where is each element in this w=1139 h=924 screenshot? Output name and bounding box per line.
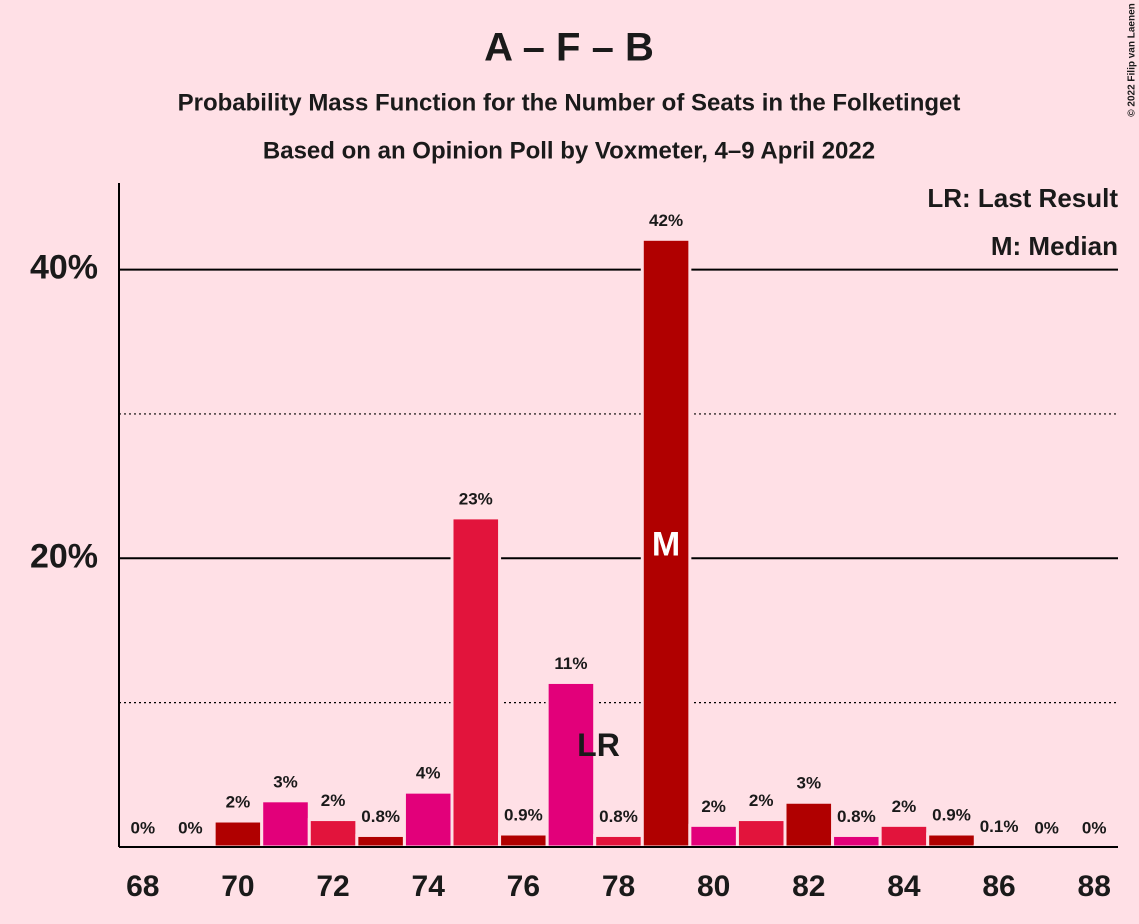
value-label: 2% <box>701 797 726 816</box>
bar <box>498 832 549 849</box>
value-label: 4% <box>416 764 441 783</box>
value-label: 2% <box>749 791 774 810</box>
bar <box>450 516 502 849</box>
x-tick-label: 80 <box>697 870 730 903</box>
x-tick-label: 72 <box>316 870 349 903</box>
value-label: 3% <box>796 774 821 793</box>
bar <box>878 823 930 849</box>
chart-title: A – F – B <box>484 26 654 70</box>
y-tick-label: 20% <box>30 537 98 575</box>
value-label: 0.9% <box>932 805 971 824</box>
bar <box>307 818 359 849</box>
bar <box>783 800 835 849</box>
bar <box>402 790 454 849</box>
bar <box>926 832 977 849</box>
value-label: 0.8% <box>361 807 400 826</box>
value-label: 0% <box>1034 818 1059 837</box>
x-tick-label: 84 <box>887 870 921 903</box>
bar <box>355 833 406 849</box>
value-label: 0.1% <box>980 817 1019 836</box>
value-label: 0.8% <box>837 807 876 826</box>
subtitle: Probability Mass Function for the Number… <box>178 89 961 116</box>
value-label: 0% <box>130 818 155 837</box>
bar <box>212 819 264 849</box>
subtitle: Based on an Opinion Poll by Voxmeter, 4–… <box>263 137 875 164</box>
value-label: 0% <box>1082 818 1107 837</box>
credit: © 2022 Filip van Laenen <box>1127 3 1138 117</box>
value-label: 2% <box>226 793 251 812</box>
value-label: 2% <box>892 797 917 816</box>
bar <box>735 818 787 849</box>
value-label: 11% <box>554 654 587 673</box>
last-result-marker: LR <box>577 727 620 763</box>
value-label: 0% <box>178 818 203 837</box>
x-tick-label: 82 <box>792 870 825 903</box>
value-label: 0.9% <box>504 805 543 824</box>
x-tick-label: 76 <box>507 870 540 903</box>
x-tick-label: 88 <box>1078 870 1111 903</box>
bar <box>831 833 882 849</box>
value-label: 3% <box>273 772 298 791</box>
bar <box>260 799 311 849</box>
value-label: 42% <box>649 211 683 230</box>
x-tick-label: 70 <box>221 870 254 903</box>
x-tick-label: 78 <box>602 870 635 903</box>
x-tick-label: 74 <box>412 870 446 903</box>
bar <box>688 823 739 849</box>
legend-entry: LR: Last Result <box>927 183 1118 213</box>
x-tick-label: 86 <box>982 870 1015 903</box>
x-tick-label: 68 <box>126 870 159 903</box>
legend-entry: M: Median <box>991 231 1118 261</box>
value-label: 0.8% <box>599 807 638 826</box>
value-label: 23% <box>459 489 493 508</box>
median-marker: M <box>652 525 680 563</box>
bar <box>545 680 597 849</box>
value-label: 2% <box>321 791 346 810</box>
y-tick-label: 40% <box>30 249 98 287</box>
bar <box>593 833 644 849</box>
